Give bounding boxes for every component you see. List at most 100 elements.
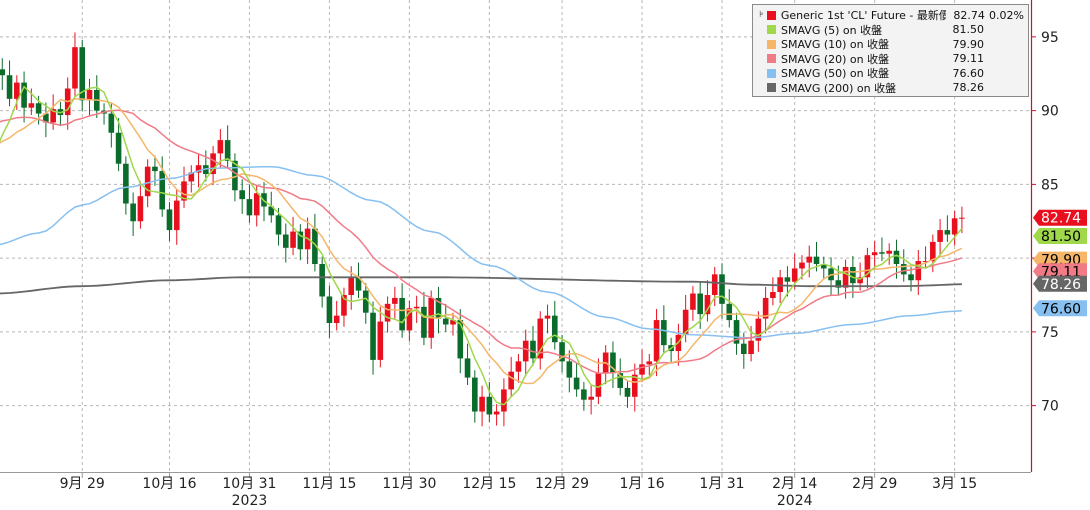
x-year-label: 2024 [777,493,813,509]
candle-body [857,277,863,284]
moving-average-lines [0,85,963,406]
y-tick-label: 75 [1041,325,1059,341]
candle-body [522,340,529,362]
candle-body [762,297,769,319]
candle-body [595,373,602,397]
candle-body [275,215,282,235]
y-tick-label: 70 [1041,399,1059,415]
candle-body [173,200,180,231]
candle-body [791,268,798,282]
candle-body [232,160,238,191]
candle-body [246,199,253,216]
candle-body [384,303,391,322]
tag-value: 78.26 [1041,277,1081,293]
chart-legend: ⊧ Generic 1st 'CL' Future - 最新價 82.74 0.02%… [752,4,1029,97]
sma-200-line [0,276,962,295]
candle-body [617,373,624,388]
candle-body [28,103,35,108]
candle-body [79,47,86,101]
candle-body [530,340,536,359]
legend-entry: SMAVG (10) on 收盤 79.90 [759,37,1024,52]
tag-shape [1033,228,1087,244]
legend-entry: ⊧ Generic 1st 'CL' Future - 最新價 82.74 0.02% [759,8,1024,23]
candle-body [908,274,914,281]
x-year-label: 2023 [232,493,268,509]
y-tick-label: 90 [1041,104,1059,120]
candle-body [711,274,718,295]
candle-body [726,303,733,321]
tag-shape [1033,263,1087,280]
legend-series-value: 76.60 [952,66,985,80]
tag-value: 82.74 [1041,211,1081,227]
candle-body [493,411,500,415]
candle-body [14,82,20,99]
candle-body [646,361,653,365]
candle-body [283,234,289,248]
candle-body [690,293,696,310]
candle-body [406,308,413,331]
legend-series-change: 0.02% [989,8,1024,22]
candle-body [362,290,369,313]
x-tick-label: 10月 16 [142,476,196,492]
candle-body [464,358,471,378]
candle-body [653,320,660,362]
x-tick-label: 2月 29 [852,476,897,492]
candle-body [544,315,551,319]
legend-series-value: 79.11 [952,52,985,66]
candle-body [217,140,224,154]
candle-body [842,266,849,288]
x-axis-ticks: 9月 29 10月 16 10月 31 11月 15 11月 30 12月 15 12月 2… [60,472,977,509]
candle-body [144,166,151,197]
candle-body [115,132,122,164]
candle-body [355,277,362,291]
candle-body [21,82,27,108]
candle-body [922,261,929,263]
candle-body [850,266,856,284]
tag-shape [1033,275,1087,292]
candle-body [457,320,464,359]
candle-body [631,374,638,397]
candle-body [50,109,56,123]
candle-body [479,396,485,412]
legend-entry: SMAVG (5) on 收盤 81.50 [759,23,1024,38]
pin-icon[interactable]: ⊧ [759,10,764,21]
legend-series-name: Generic 1st 'CL' Future - 最新價 [780,9,946,23]
candle-body [341,295,347,316]
candle-body [915,261,922,281]
candle-body [871,252,878,256]
candle-body [719,274,725,304]
candle-body [879,252,885,254]
legend-entry: SMAVG (200) on 收盤 78.26 [759,81,1024,96]
candle-body [435,297,442,319]
candle-body [181,181,187,201]
candle-body [661,320,667,346]
candle-body [152,166,158,172]
candle-body [450,320,456,325]
x-tick-label: 12月 15 [462,476,516,492]
candle-body [806,256,813,263]
candle-body [559,342,565,362]
legend-series-name: SMAVG (200) on 收盤 [781,81,897,95]
candle-body [566,361,573,378]
candle-body [864,255,871,278]
candle-body [784,277,791,282]
candle-body [893,250,900,265]
candle-body [900,264,907,275]
candle-body [682,309,689,335]
tag-value: 76.60 [1041,301,1081,317]
candle-body [551,315,558,343]
candle-body [697,293,703,315]
candle-body [348,277,355,295]
candle-body [799,262,805,269]
candle-body [224,140,231,161]
candle-body [72,47,78,89]
candle-body [195,165,202,173]
x-tick-label: 2月 14 [772,476,817,492]
candle-body [944,230,951,235]
y-tick-label: 95 [1041,30,1059,46]
candle-body [639,364,645,375]
candle-body [835,280,842,288]
candle-body [588,396,594,400]
candle-body [137,196,144,222]
tag-value: 81.50 [1041,229,1081,245]
